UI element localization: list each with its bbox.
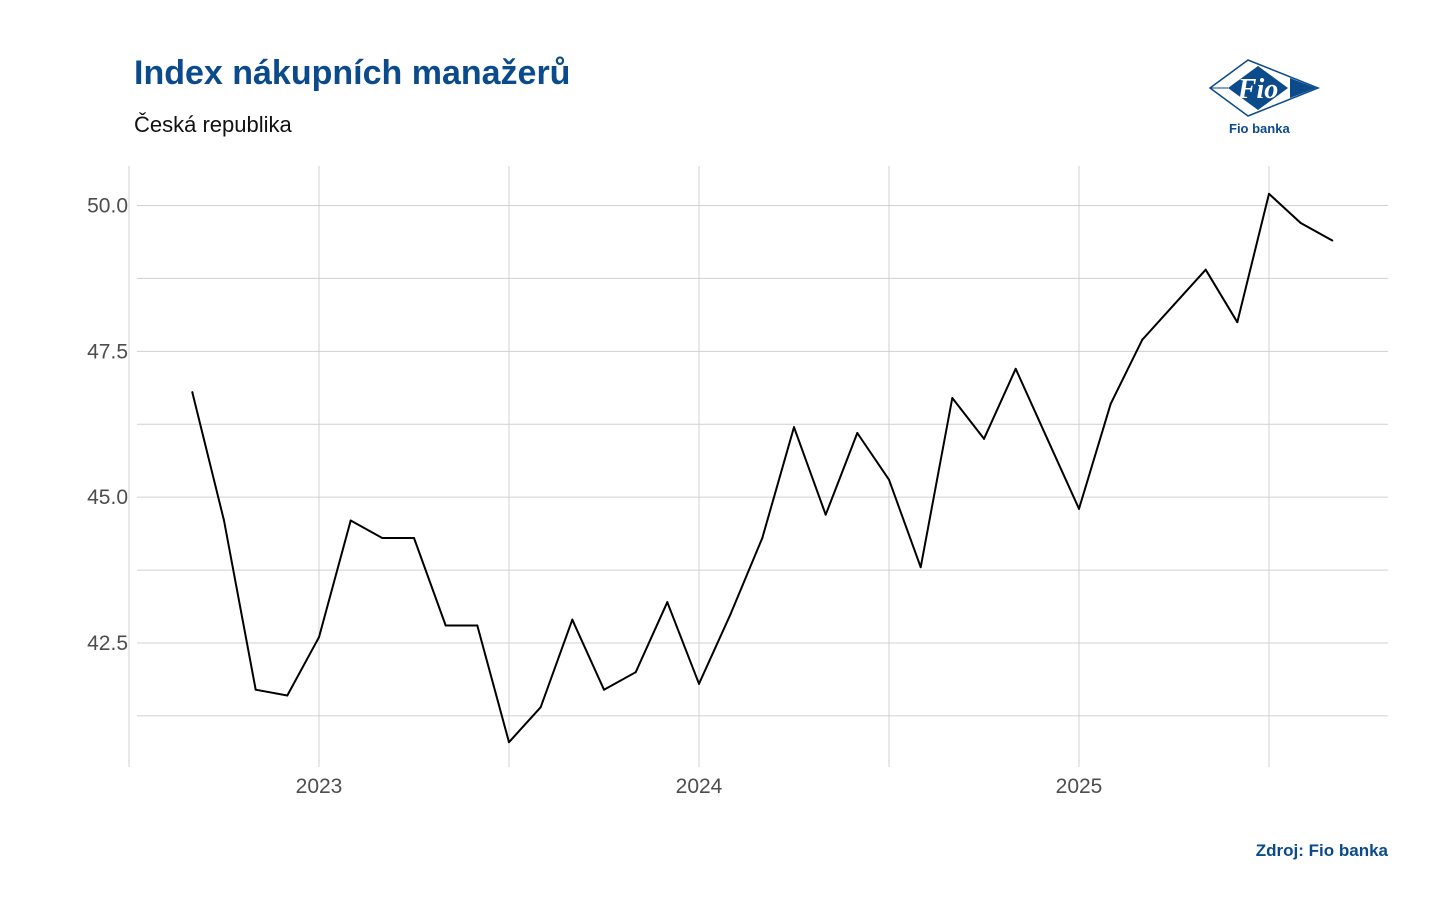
data-point	[318, 636, 320, 639]
major-gridlines	[137, 166, 1388, 767]
data-point	[1299, 222, 1302, 224]
data-point	[919, 566, 922, 569]
data-point	[1268, 192, 1270, 195]
data-point	[571, 618, 574, 621]
x-tick-label: 2025	[1056, 775, 1103, 798]
y-axis-tick-labels: 42.5 45.0 47.5 50.0	[87, 195, 128, 656]
x-tick-label: 2024	[676, 775, 723, 798]
fio-banka-logo: Fio	[1208, 59, 1320, 117]
minor-gridlines	[128, 166, 1388, 767]
y-tick-label: 50.0	[87, 195, 128, 218]
data-point	[729, 612, 732, 615]
data-point	[634, 671, 637, 674]
data-point	[824, 513, 827, 516]
y-tick-label: 47.5	[87, 340, 128, 363]
data-point	[381, 537, 384, 539]
data-point	[666, 601, 669, 604]
data-point	[254, 688, 257, 691]
data-point	[761, 537, 764, 539]
data-point	[793, 426, 795, 429]
data-point	[1078, 507, 1080, 510]
data-point	[349, 519, 352, 522]
series-line	[191, 192, 1333, 744]
data-point	[856, 432, 859, 434]
data-point	[951, 397, 954, 399]
data-point	[1204, 268, 1207, 271]
data-point	[1046, 437, 1049, 440]
data-point	[1236, 321, 1239, 324]
data-point	[191, 391, 194, 394]
data-point	[698, 682, 700, 685]
data-point	[476, 624, 479, 627]
data-point	[1109, 402, 1112, 405]
logo-caption: Fio banka	[1229, 121, 1290, 136]
data-point	[1173, 303, 1175, 306]
logo-mark-text: Fio	[1237, 74, 1278, 105]
data-point	[1141, 338, 1144, 341]
chart-title: Index nákupních manažerů	[134, 54, 571, 92]
y-tick-label: 42.5	[87, 632, 128, 655]
data-point	[223, 519, 225, 522]
data-point	[539, 706, 542, 709]
chart-subtitle: Česká republika	[134, 112, 292, 137]
series-layer	[191, 192, 1334, 744]
data-point	[983, 437, 985, 440]
data-point	[1331, 239, 1334, 242]
data-point	[603, 688, 605, 691]
x-tick-label: 2023	[296, 775, 343, 798]
data-point	[888, 478, 890, 481]
y-tick-label: 45.0	[87, 486, 128, 509]
data-point	[286, 694, 289, 697]
data-point	[508, 741, 510, 744]
data-point	[413, 537, 415, 539]
x-axis-tick-labels: 2023 2024 2025	[296, 775, 1103, 798]
data-point	[444, 624, 447, 627]
data-point	[1014, 367, 1017, 370]
source-note: Zdroj: Fio banka	[1255, 841, 1388, 860]
